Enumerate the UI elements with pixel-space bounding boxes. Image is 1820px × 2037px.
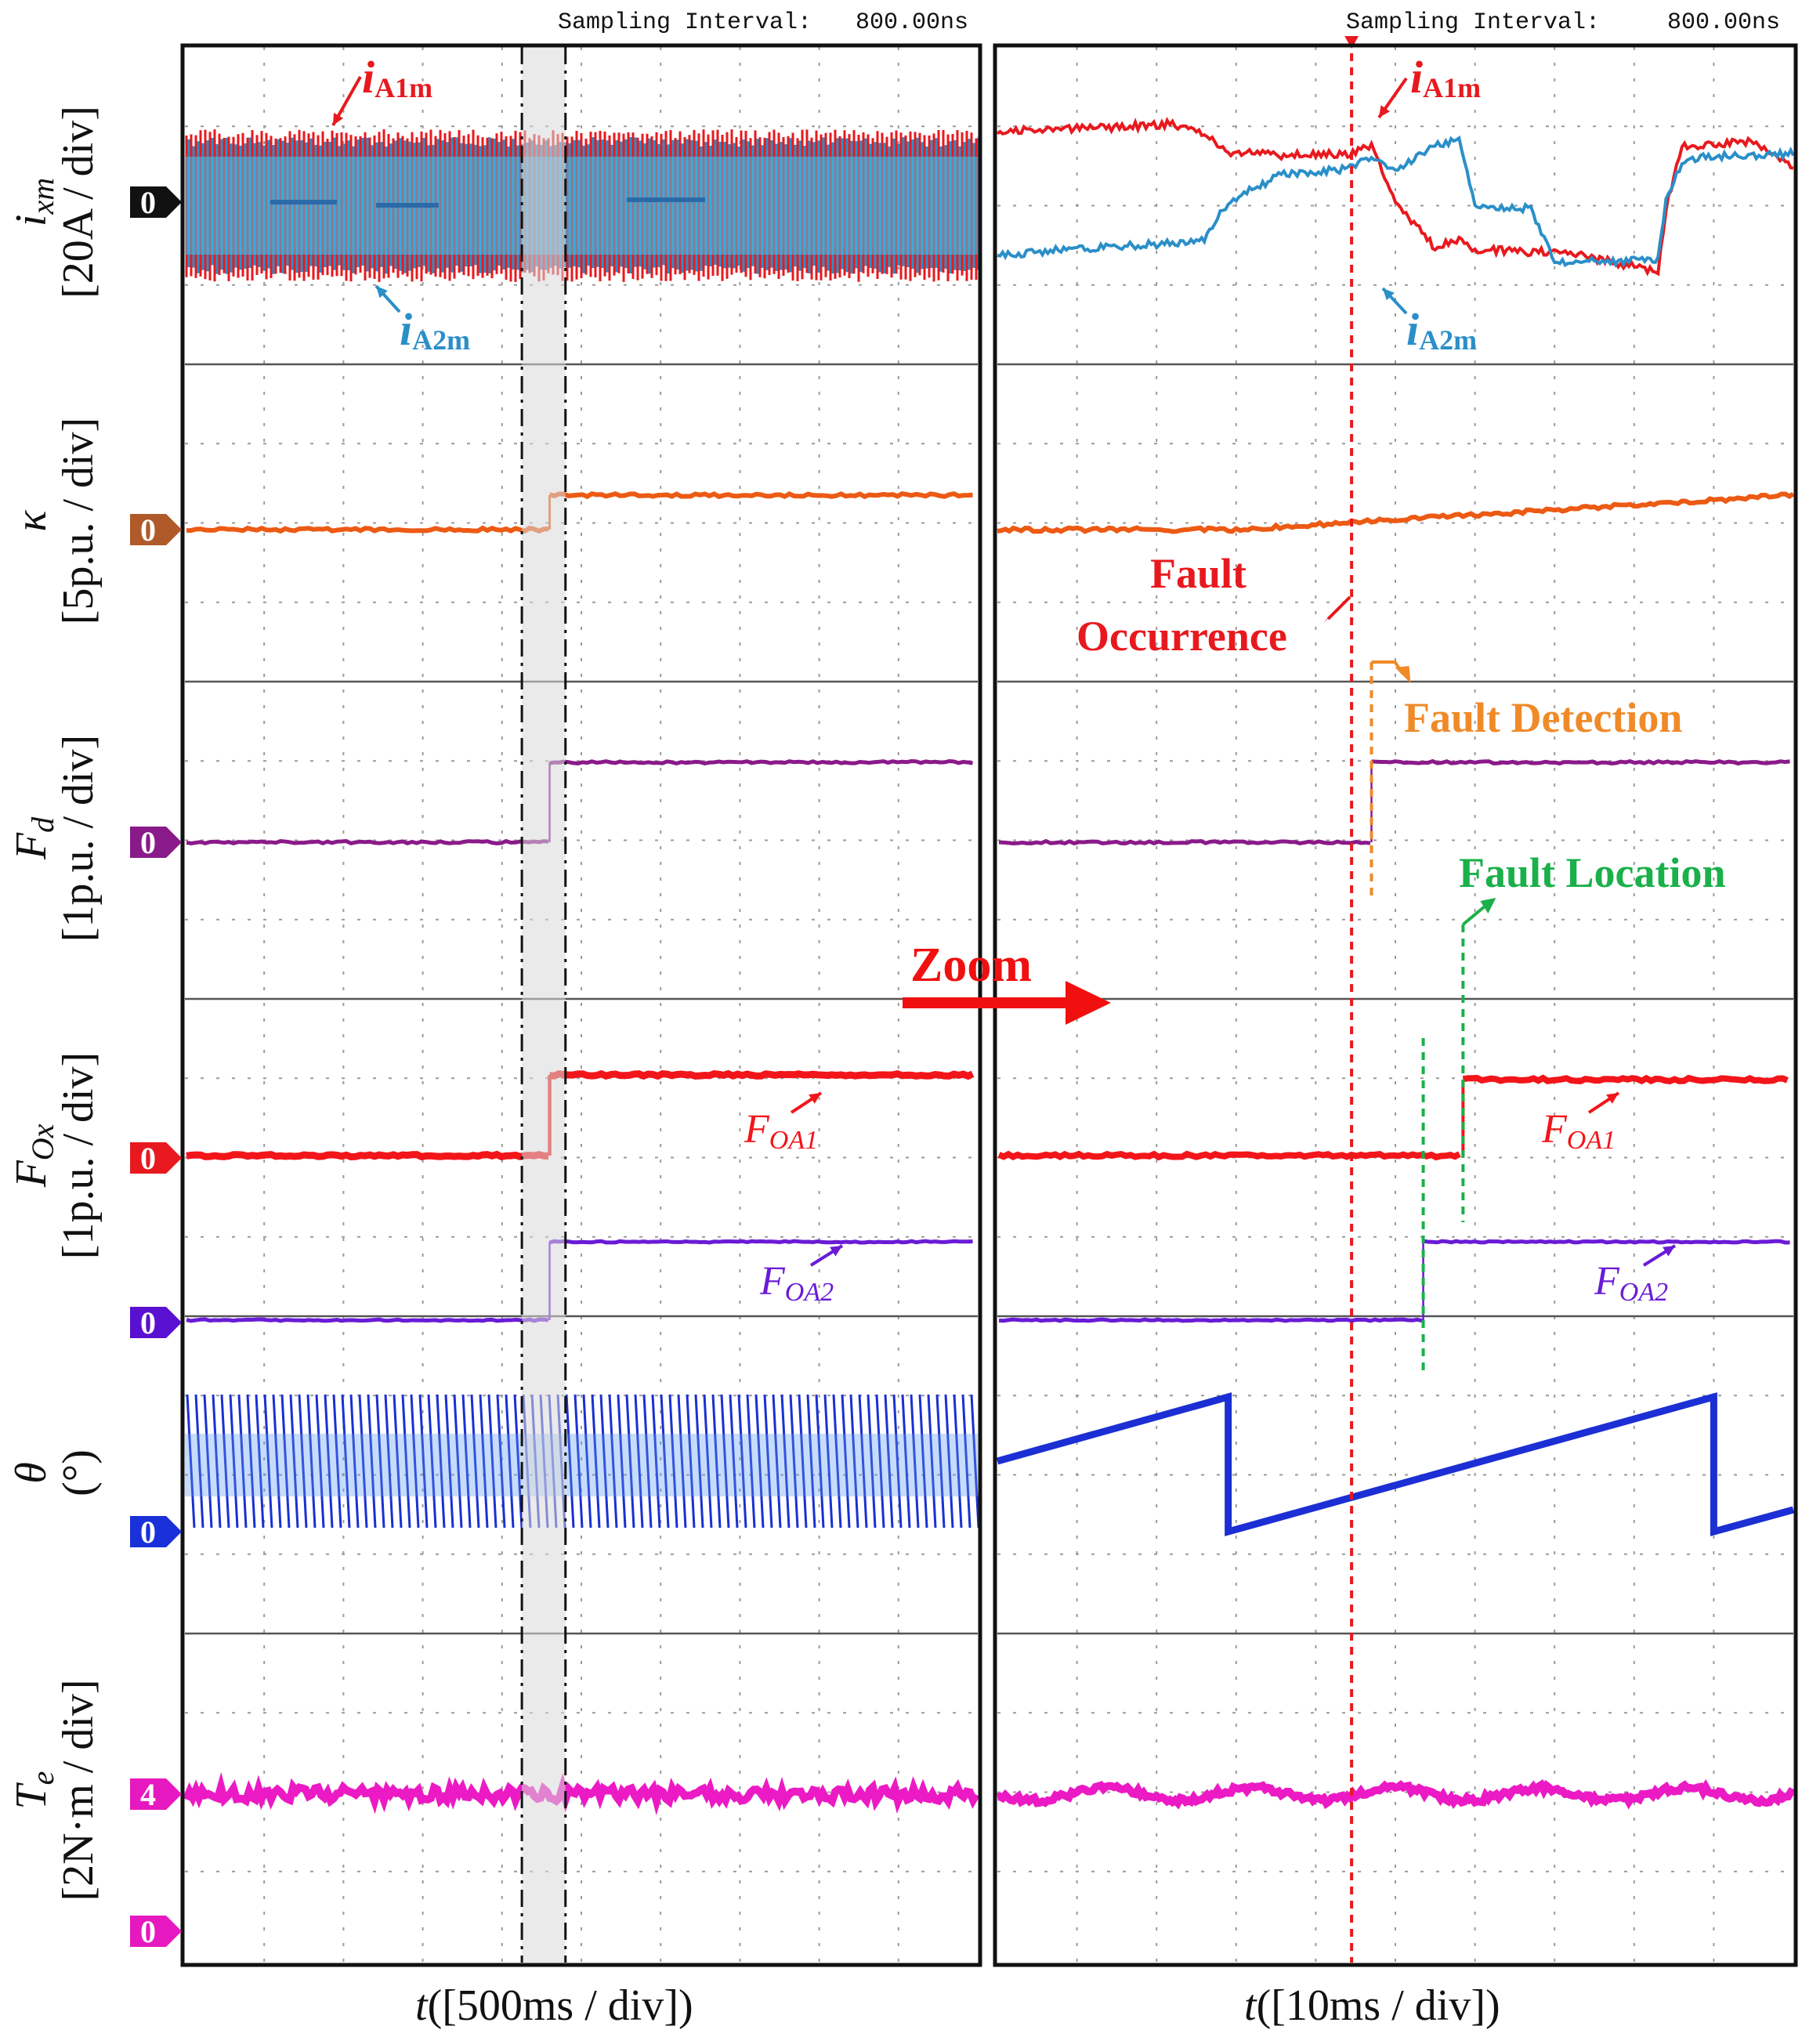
foa1-right-post <box>1463 1078 1787 1081</box>
marker-theta-shape <box>130 1516 182 1547</box>
ylabel-currents-units: [20A / div] <box>54 106 103 298</box>
label-iA1m-right: iA1m <box>1410 52 1481 103</box>
theta-left <box>185 1395 979 1528</box>
fault-location-arrow <box>1463 905 1486 924</box>
marker-theta-label: 0 <box>140 1514 156 1550</box>
marker-kappa-shape <box>130 514 182 545</box>
foa2-left-post <box>550 1241 973 1243</box>
theta-band-left <box>185 1434 978 1496</box>
ylabel-kappa-var: κ <box>7 509 56 531</box>
right-sampling-value: 800.00ns <box>1667 9 1780 36</box>
left-panel-traces <box>185 129 979 1801</box>
fd-right-pre <box>999 841 1370 844</box>
right-sampling-label: Sampling Interval: <box>1346 9 1600 36</box>
ylabel-currents-var: ixm <box>7 178 60 226</box>
ylabel-fd-units: [1p.u. / div] <box>54 735 103 942</box>
te-right <box>997 1785 1793 1804</box>
iA2m-band <box>185 157 978 255</box>
theta-trace-right <box>997 1397 1793 1532</box>
label-foa1-left: FOA1 <box>744 1107 818 1155</box>
fault-location-label: Fault Location <box>1459 849 1726 896</box>
right-time-axis-label: t([10ms / div]) <box>1244 1981 1500 2030</box>
ylabel-theta-var: θ <box>7 1462 56 1484</box>
marker-te-level-label: 4 <box>140 1777 156 1812</box>
te-left <box>186 1787 976 1801</box>
kappa-right <box>997 494 1793 531</box>
ylabel-fd-var: Fd <box>7 816 60 860</box>
marker-kappa-label: 0 <box>140 512 156 548</box>
ylabel-te-units: [2N·m / div] <box>54 1679 103 1901</box>
foa2-right-post <box>1424 1241 1790 1243</box>
te-trace-left <box>186 1787 976 1801</box>
fd-left-post <box>550 762 973 764</box>
label-foa1-right: FOA1 <box>1541 1107 1616 1155</box>
right-panel-traces <box>997 121 1793 1804</box>
kappa-trace-right <box>997 494 1793 531</box>
marker-te-level-shape <box>130 1778 182 1810</box>
ylabel-fox-var: FOx <box>7 1123 60 1188</box>
ylabel-te-var: Te <box>7 1771 60 1810</box>
y-axis-labels: [20A / div]ixm [5p.u. / div]κ [1p.u. / div… <box>7 106 103 1901</box>
fault-occurrence-arrow <box>1328 597 1350 619</box>
ylabel-theta-units: (°) <box>54 1449 103 1496</box>
foa2-left-pre <box>186 1319 548 1321</box>
zoom-arrow-head <box>1066 981 1111 1025</box>
zero-markers: 0 0 0 0 0 0 4 0 <box>130 185 182 1949</box>
ylabel-kappa-units: [5p.u. / div] <box>54 418 103 624</box>
marker-foa2-label: 0 <box>140 1305 156 1341</box>
fault-detection-arrowhead <box>1395 666 1411 683</box>
foa1-left-post <box>550 1074 973 1076</box>
kappa-left-post <box>550 494 973 497</box>
kappa-left-pre <box>186 528 548 531</box>
current-traces-left <box>185 129 979 282</box>
ylabel-fox-units: [1p.u. / div] <box>54 1052 103 1259</box>
left-panel-grid <box>185 47 978 1963</box>
marker-currents-shape <box>130 186 182 218</box>
fault-detection-label: Fault Detection <box>1404 694 1682 741</box>
zoom-label: Zoom <box>910 939 1032 992</box>
marker-fd-label: 0 <box>140 825 156 860</box>
marker-foa1-label: 0 <box>140 1141 156 1176</box>
marker-te-zero-shape <box>130 1916 182 1947</box>
marker-foa1-shape <box>130 1142 182 1174</box>
fault-occurrence-label-1: Fault <box>1150 550 1247 597</box>
foa1-right-pre <box>999 1154 1460 1157</box>
theta-right <box>997 1397 1793 1532</box>
label-iA1m-left: iA1m <box>362 52 432 103</box>
left-sampling-label: Sampling Interval: <box>558 9 812 36</box>
fd-left-pre <box>186 841 548 844</box>
fault-occurrence-label-2: Occurrence <box>1076 613 1287 660</box>
left-time-axis-label: t([500ms / div]) <box>415 1981 693 2030</box>
annotations: Zoom Fault Occurrence Fault Detection Fa… <box>903 550 1726 1025</box>
foa1-left-pre <box>186 1155 548 1157</box>
marker-currents-label: 0 <box>140 185 156 220</box>
marker-te-zero-label: 0 <box>140 1914 156 1949</box>
label-foa2-right: FOA2 <box>1594 1259 1668 1307</box>
foa2-right-pre <box>999 1319 1422 1321</box>
label-iA2m-left: iA2m <box>400 304 470 356</box>
fd-right-post <box>1372 762 1790 764</box>
label-foa2-left: FOA2 <box>759 1259 834 1307</box>
fault-window-shade <box>522 47 566 1963</box>
label-iA2m-right: iA2m <box>1406 304 1477 356</box>
marker-foa2-shape <box>130 1307 182 1338</box>
te-trace-right <box>997 1785 1793 1804</box>
fault-window <box>522 47 566 1963</box>
left-sampling-value: 800.00ns <box>856 9 968 36</box>
fault-location-arrowhead <box>1480 898 1496 914</box>
marker-fd-shape <box>130 827 182 858</box>
right-panel-grid <box>997 47 1793 1963</box>
